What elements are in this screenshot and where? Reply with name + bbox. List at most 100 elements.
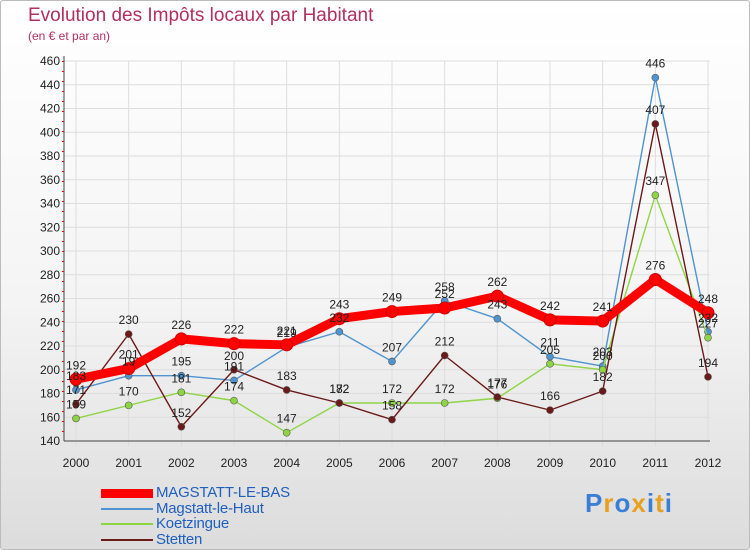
y-tick-label: 400 xyxy=(40,125,60,139)
data-label: 407 xyxy=(645,103,665,117)
data-label: 201 xyxy=(119,348,139,362)
y-tick-label: 360 xyxy=(40,173,60,187)
data-point xyxy=(651,191,660,199)
y-tick-label: 440 xyxy=(40,78,60,92)
axis-layer: 140 160 180 200 220 240 260 280 300 320 340 360 380 4… xyxy=(40,54,722,470)
data-label: 243 xyxy=(329,298,349,312)
data-point xyxy=(230,365,238,374)
data-label: 212 xyxy=(435,335,455,349)
data-point xyxy=(335,327,344,336)
data-label: 172 xyxy=(329,382,349,396)
data-label: 200 xyxy=(224,349,244,363)
y-tick-label: 240 xyxy=(40,315,60,329)
data-label: 19 xyxy=(122,355,136,369)
legend-swatch xyxy=(101,489,153,498)
data-label: 166 xyxy=(540,389,560,403)
legend-label: Magstatt-le-Haut xyxy=(156,499,264,517)
data-point xyxy=(177,371,186,380)
y-tick-label: 180 xyxy=(40,387,60,401)
data-label: 174 xyxy=(224,380,244,394)
data-label: 194 xyxy=(698,356,718,370)
logo-letter: r xyxy=(603,488,615,518)
data-label: 158 xyxy=(382,399,402,413)
data-label: 205 xyxy=(540,343,560,357)
data-label: 183 xyxy=(66,369,86,383)
y-tick-label: 140 xyxy=(40,434,60,448)
x-tick-label: 2003 xyxy=(221,456,248,470)
x-tick-label: 2011 xyxy=(642,456,668,470)
data-point xyxy=(72,400,80,408)
data-label: 152 xyxy=(171,406,191,420)
data-label: 241 xyxy=(593,300,613,314)
logo-letter: i xyxy=(646,488,656,518)
data-label: 170 xyxy=(119,384,139,398)
data-point xyxy=(124,330,133,338)
data-label: 276 xyxy=(645,259,665,273)
proxiti-logo: Proxiti xyxy=(585,488,673,519)
data-label: 262 xyxy=(487,275,507,289)
data-label: 192 xyxy=(66,358,86,372)
y-tick-label: 460 xyxy=(40,54,60,68)
data-label: 221 xyxy=(277,324,297,338)
data-label: 182 xyxy=(329,382,349,396)
data-label: 226 xyxy=(171,318,191,332)
data-point xyxy=(546,406,554,414)
y-tick-label: 200 xyxy=(40,363,60,377)
data-label: 248 xyxy=(698,292,718,306)
y-tick-label: 280 xyxy=(40,268,60,282)
legend-swatch xyxy=(101,523,153,525)
label-layer: 192 201 226 222 221 243 249 252 262 242 241 276 248 1… xyxy=(66,57,718,426)
data-label: 182 xyxy=(593,370,613,384)
data-label: 232 xyxy=(698,311,718,325)
logo-letter: o xyxy=(614,488,632,518)
data-point xyxy=(648,273,662,286)
chart-subtitle: (en € et par an) xyxy=(28,29,111,43)
series-layer xyxy=(69,73,715,437)
data-label: 181 xyxy=(171,371,191,385)
logo-letter: i xyxy=(664,488,673,518)
data-label: 203 xyxy=(593,345,613,359)
data-label: 243 xyxy=(487,298,507,312)
chart-title: Evolution des Impôts locaux par Habitant xyxy=(28,5,374,26)
data-point xyxy=(651,120,660,128)
data-label: 347 xyxy=(645,174,665,188)
x-tick-label: 2005 xyxy=(326,456,353,470)
data-label: 222 xyxy=(224,323,244,337)
x-tick-label: 2009 xyxy=(537,456,564,470)
data-label: 219 xyxy=(277,326,297,340)
legend-label: Stetten xyxy=(156,530,203,548)
x-tick-label: 2002 xyxy=(168,456,195,470)
data-point xyxy=(651,73,660,82)
data-point xyxy=(388,357,396,366)
x-tick-label: 2004 xyxy=(273,456,300,470)
data-label: 242 xyxy=(540,299,560,313)
data-label: 171 xyxy=(66,383,86,397)
x-tick-label: 2000 xyxy=(63,456,90,470)
data-label: 207 xyxy=(382,340,402,354)
data-label: 446 xyxy=(645,57,665,71)
data-point xyxy=(230,396,238,405)
y-tick-label: 160 xyxy=(40,410,60,424)
data-point xyxy=(332,312,346,326)
logo-letter: x xyxy=(631,488,647,518)
y-tick-label: 420 xyxy=(40,102,60,116)
data-point xyxy=(227,337,241,351)
data-point xyxy=(385,305,399,319)
y-tick-label: 340 xyxy=(40,197,60,211)
data-point xyxy=(596,314,610,328)
x-tick-label: 2001 xyxy=(115,456,142,470)
data-point xyxy=(598,387,607,395)
y-tick-label: 380 xyxy=(40,149,60,163)
data-label: 258 xyxy=(435,280,455,294)
logo-letter: t xyxy=(655,488,665,518)
data-point xyxy=(493,314,502,323)
data-label: 147 xyxy=(277,412,297,426)
logo-letter: P xyxy=(585,488,604,518)
data-point xyxy=(72,386,80,394)
data-point xyxy=(282,428,291,437)
data-label: 172 xyxy=(382,382,402,396)
data-label: 200 xyxy=(593,349,613,363)
data-point xyxy=(174,332,188,346)
data-point xyxy=(177,422,186,431)
